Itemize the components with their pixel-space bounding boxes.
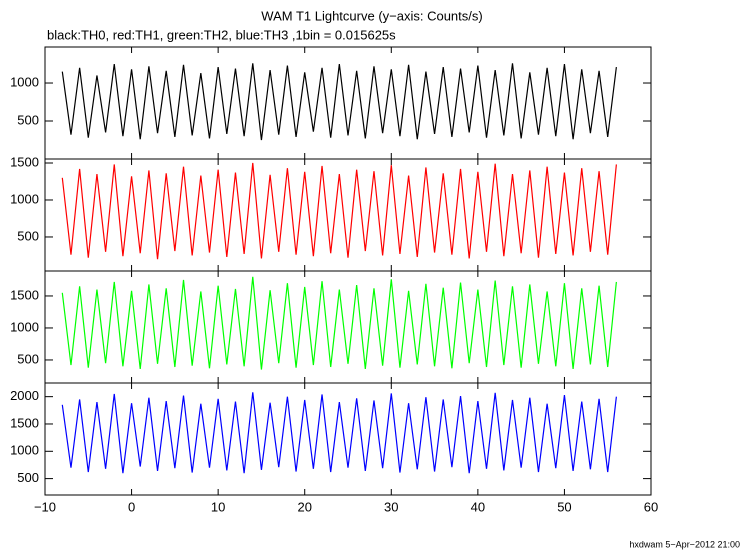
chart-subtitle: black:TH0, red:TH1, green:TH2, blue:TH3 … xyxy=(47,27,396,42)
y-tick-label: 1500 xyxy=(10,287,39,302)
lightcurve xyxy=(61,276,617,370)
y-tick-label: 1000 xyxy=(10,319,39,334)
x-tick-label: 30 xyxy=(384,499,398,514)
y-tick-label: 500 xyxy=(17,228,39,243)
y-tick-label: 1000 xyxy=(10,191,39,206)
lightcurve xyxy=(61,162,617,260)
y-tick-label: 500 xyxy=(17,112,39,127)
y-tick-label: 2000 xyxy=(10,388,39,403)
lightcurve xyxy=(61,392,617,474)
y-tick-label: 500 xyxy=(17,351,39,366)
x-tick-label: 10 xyxy=(211,499,225,514)
panel-frame xyxy=(44,382,652,496)
footer: hxdwam 5−Apr−2012 21:00 xyxy=(629,539,740,549)
x-tick-label: 40 xyxy=(471,499,485,514)
y-tick-label: 1500 xyxy=(10,154,39,169)
x-tick-label: 50 xyxy=(557,499,571,514)
x-tick-label: 0 xyxy=(128,499,135,514)
y-tick-label: 1000 xyxy=(10,74,39,89)
y-tick-label: 1500 xyxy=(10,415,39,430)
x-tick-label: 20 xyxy=(297,499,311,514)
x-tick-label: −10 xyxy=(34,499,56,514)
y-tick-label: 1000 xyxy=(10,443,39,458)
x-tick-label: 60 xyxy=(644,499,658,514)
y-tick-label: 500 xyxy=(17,470,39,485)
lightcurve xyxy=(61,63,617,141)
chart-title: WAM T1 Lightcurve (y−axis: Counts/s) xyxy=(261,8,482,23)
